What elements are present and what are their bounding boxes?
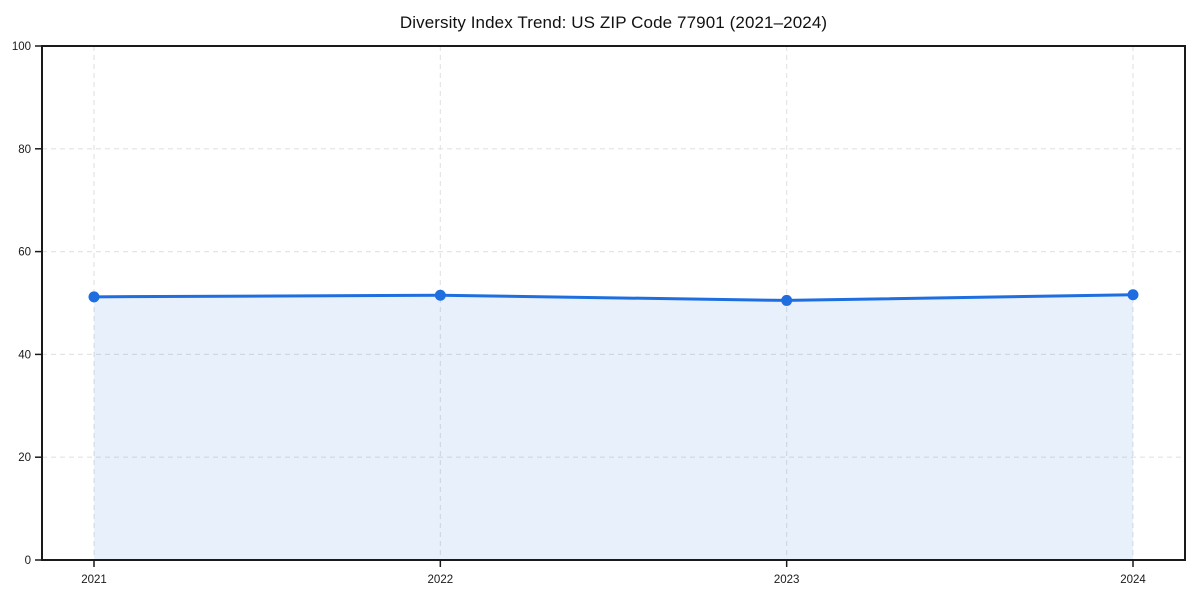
data-point-marker [781,294,793,306]
x-tick-label: 2021 [81,574,107,586]
data-point-marker [88,291,100,303]
area-fill [94,294,1133,560]
chart-title: Diversity Index Trend: US ZIP Code 77901… [399,13,828,32]
axes-frame [41,45,1186,561]
data-point-marker [1127,289,1139,301]
trend-line [92,293,1135,302]
y-tick-label: 100 [12,41,31,53]
y-tick-label: 40 [18,349,31,361]
data-point-marker [434,289,446,301]
x-tick-label: 2023 [774,574,800,586]
y-tick-label: 20 [18,452,31,464]
x-tick-label: 2022 [428,574,454,586]
x-tick-label: 2024 [1120,574,1146,586]
y-tick-label: 60 [18,247,31,259]
y-tick-label: 80 [18,144,31,156]
y-tick-label: 0 [25,555,31,567]
